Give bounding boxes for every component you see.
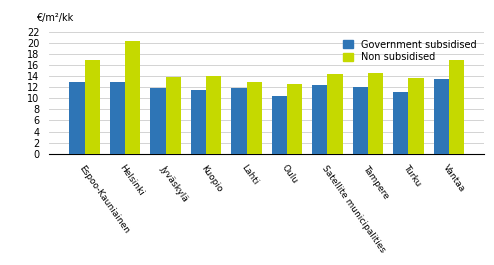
Bar [449,60,464,154]
Bar [247,82,262,154]
Text: €/m²/kk: €/m²/kk [36,14,73,24]
Bar [191,90,206,154]
Bar [150,88,165,154]
Bar [409,78,424,154]
Bar [69,82,84,154]
Bar [434,79,449,154]
Legend: Government subsidised, Non subsidised: Government subsidised, Non subsidised [340,37,479,65]
Bar [125,41,140,154]
Bar [84,60,100,154]
Bar [231,88,247,154]
Bar [328,74,343,154]
Bar [353,87,368,154]
Bar [165,77,181,154]
Bar [206,76,221,154]
Bar [110,82,125,154]
Bar [272,95,287,154]
Bar [312,85,328,154]
Bar [368,73,383,154]
Bar [393,92,409,154]
Bar [287,84,302,154]
